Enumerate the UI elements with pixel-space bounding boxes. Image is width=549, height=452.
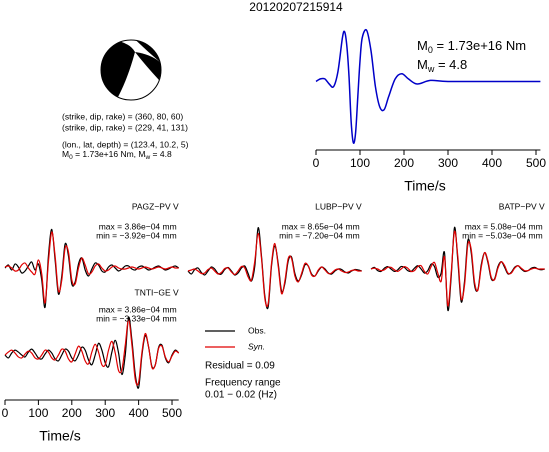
x-tick-label: 200 xyxy=(62,406,82,420)
text-part: = 1.73e+16 Nm, M xyxy=(73,149,146,159)
amplitude-label: min = −5.03e−04 mm xyxy=(462,230,543,240)
frequency-range: Frequency range xyxy=(205,378,281,389)
x-axis-label: Time/s xyxy=(404,178,445,194)
amplitude-label: max = 3.86e−04 mm xyxy=(99,304,177,314)
annotation: M0 = 1.73e+16 Nm xyxy=(417,38,526,55)
x-tick-label: 0 xyxy=(2,406,9,420)
x-axis-label: Time/s xyxy=(39,428,80,444)
station-label: BATP−PV V xyxy=(499,201,545,211)
subscript: w xyxy=(427,64,435,74)
source-moment: M0 = 1.73e+16 Nm, Mw = 4.8 xyxy=(62,149,172,160)
x-tick-label: 500 xyxy=(162,406,182,420)
amplitude-label: min = −7.20e−04 mm xyxy=(279,230,360,240)
legend-label: Obs. xyxy=(248,325,266,335)
amplitude-label: max = 5.08e−04 mm xyxy=(465,221,543,231)
x-tick-label: 100 xyxy=(350,156,370,170)
waveform xyxy=(4,231,179,304)
x-tick-label: 300 xyxy=(95,406,115,420)
station-label: LUBP−PV V xyxy=(315,201,362,211)
source-info: (strike, dip, rake) = (360, 80, 60) xyxy=(62,111,183,121)
x-tick-label: 500 xyxy=(526,156,546,170)
subscript: 0 xyxy=(428,45,433,55)
waveform xyxy=(4,228,180,309)
waveform xyxy=(187,232,362,308)
beachball xyxy=(100,39,162,101)
source-info: (strike, dip, rake) = (229, 41, 131) xyxy=(62,122,188,132)
waveform xyxy=(370,230,545,307)
waveform xyxy=(315,28,541,144)
text-part: = 1.73e+16 Nm xyxy=(433,38,526,53)
amplitude-label: min = −3.92e−04 mm xyxy=(96,230,177,240)
subscript: w xyxy=(144,154,150,161)
amplitude-label: max = 3.86e−04 mm xyxy=(99,221,177,231)
x-tick-label: 400 xyxy=(129,406,149,420)
amplitude-label: max = 8.65e−04 mm xyxy=(282,221,360,231)
x-tick-label: 200 xyxy=(394,156,414,170)
text-part: M xyxy=(62,149,69,159)
text-part: = 4.8 xyxy=(434,57,467,72)
x-tick-label: 300 xyxy=(438,156,458,170)
legend-label: Syn. xyxy=(248,341,265,351)
x-tick-label: 100 xyxy=(28,406,48,420)
source-info: (lon., lat, depth) = (123.4, 10.2, 5) xyxy=(62,139,189,149)
symbol: M xyxy=(417,38,428,53)
subscript: 0 xyxy=(69,154,73,161)
annotation: Mw = 4.8 xyxy=(417,57,467,74)
text-part: = 4.8 xyxy=(150,149,172,159)
residual: Residual = 0.09 xyxy=(205,361,275,372)
figure-title: 20120207215914 xyxy=(249,0,343,14)
x-tick-label: 400 xyxy=(482,156,502,170)
station-label: TNTI−GE V xyxy=(135,287,179,297)
symbol: M xyxy=(417,57,428,72)
waveform xyxy=(187,227,362,310)
waveform xyxy=(4,319,180,386)
amplitude-label: min = −3.33e−04 mm xyxy=(96,313,177,323)
frequency-range: 0.01 − 0.02 (Hz) xyxy=(205,390,277,401)
x-tick-label: 0 xyxy=(313,156,320,170)
station-label: PAGZ−PV V xyxy=(132,201,179,211)
